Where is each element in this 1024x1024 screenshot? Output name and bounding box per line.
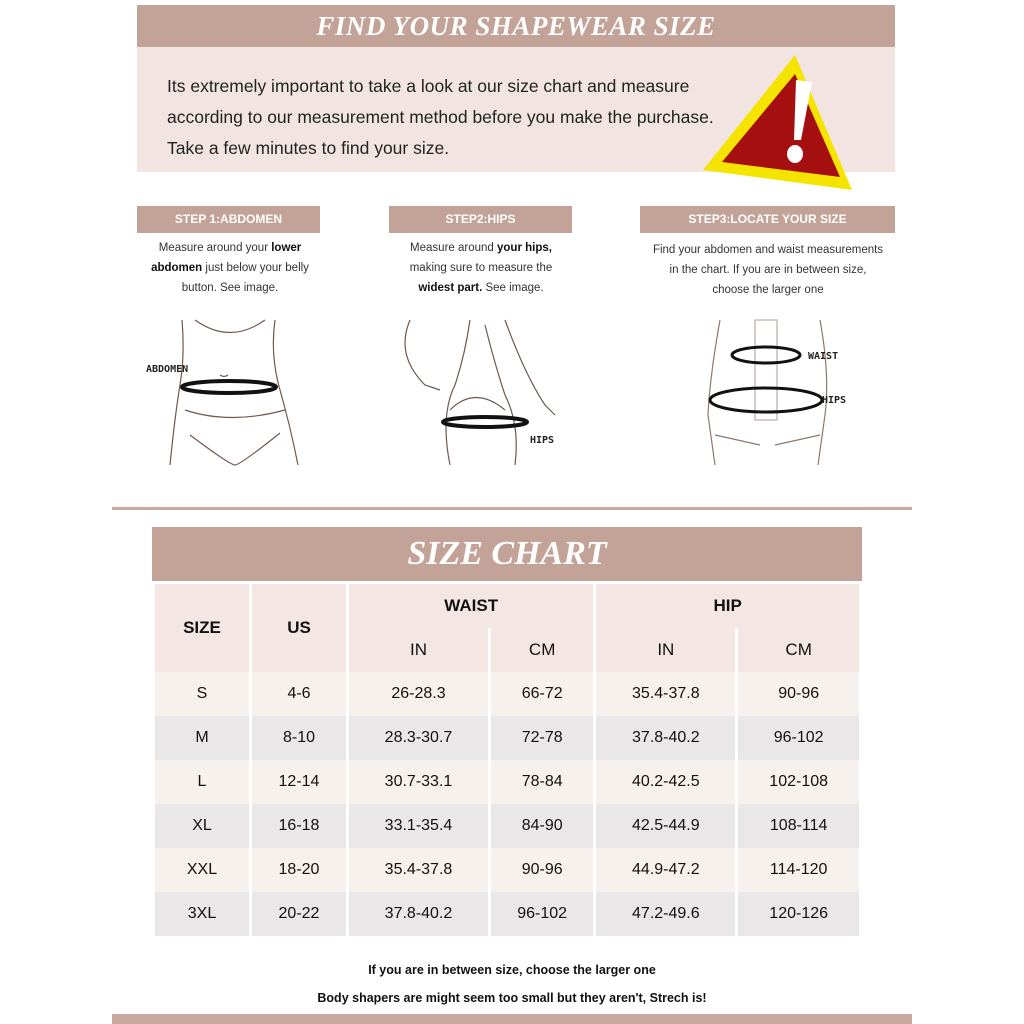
cell-us: 12-14 bbox=[252, 760, 346, 804]
cell-hip-cm: 108-114 bbox=[738, 804, 859, 848]
cell-waist-cm: 66-72 bbox=[490, 672, 594, 716]
header-hip-in: IN bbox=[596, 628, 736, 672]
header-hip: HIP bbox=[596, 584, 859, 628]
header-waist-cm: CM bbox=[490, 628, 594, 672]
section-divider bbox=[112, 507, 912, 510]
hips-label: HIPS bbox=[822, 395, 846, 406]
cell-size: L bbox=[155, 760, 249, 804]
bottom-bar bbox=[112, 1014, 912, 1024]
cell-waist-in: 37.8-40.2 bbox=[349, 892, 488, 936]
cell-waist-cm: 78-84 bbox=[490, 760, 594, 804]
cell-waist-in: 35.4-37.8 bbox=[349, 848, 488, 892]
step1-header: STEP 1:ABDOMEN bbox=[137, 206, 320, 233]
cell-hip-cm: 120-126 bbox=[738, 892, 859, 936]
header-waist-in: IN bbox=[349, 628, 488, 672]
cell-hip-cm: 90-96 bbox=[738, 672, 859, 716]
step3-text: Find your abdomen and waist measurements… bbox=[652, 244, 884, 296]
cell-size: XL bbox=[155, 804, 249, 848]
step2-text: Measure around your hips, making sure to… bbox=[409, 242, 553, 294]
cell-us: 18-20 bbox=[252, 848, 346, 892]
header-hip-cm: CM bbox=[738, 628, 859, 672]
table-row: L 12-14 30.7-33.1 78-84 40.2-42.5 102-108 bbox=[155, 760, 859, 804]
table-row: XXL 18-20 35.4-37.8 90-96 44.9-47.2 114-120 bbox=[155, 848, 859, 892]
header-us: US bbox=[252, 584, 346, 672]
cell-hip-cm: 114-120 bbox=[738, 848, 859, 892]
size-chart-title: SIZE CHART bbox=[152, 527, 862, 581]
cell-waist-cm: 96-102 bbox=[490, 892, 594, 936]
step1-text: Measure around your lower abdomen just b… bbox=[151, 242, 309, 294]
cell-waist-in: 30.7-33.1 bbox=[349, 760, 488, 804]
cell-waist-in: 28.3-30.7 bbox=[349, 716, 488, 760]
header-size: SIZE bbox=[155, 584, 249, 672]
table-row: XL 16-18 33.1-35.4 84-90 42.5-44.9 108-114 bbox=[155, 804, 859, 848]
cell-hip-in: 47.2-49.6 bbox=[596, 892, 736, 936]
locate-size-illustration: WAIST HIPS bbox=[707, 319, 846, 466]
cell-waist-cm: 84-90 bbox=[490, 804, 594, 848]
size-chart-table: SIZE US WAIST HIP IN CM IN CM S 4-6 26-28.… bbox=[152, 584, 862, 936]
table-row: M 8-10 28.3-30.7 72-78 37.8-40.2 96-102 bbox=[155, 716, 859, 760]
note-stretch: Body shapers are might seem too small bu… bbox=[317, 991, 707, 1005]
abdomen-illustration: ABDOMEN bbox=[146, 319, 299, 466]
cell-size: S bbox=[155, 672, 249, 716]
cell-hip-cm: 96-102 bbox=[738, 716, 859, 760]
cell-hip-in: 42.5-44.9 bbox=[596, 804, 736, 848]
hips-illustration: HIPS bbox=[404, 319, 556, 466]
cell-hip-in: 44.9-47.2 bbox=[596, 848, 736, 892]
cell-hip-in: 40.2-42.5 bbox=[596, 760, 736, 804]
cell-waist-cm: 72-78 bbox=[490, 716, 594, 760]
page-title: FIND YOUR SHAPEWEAR SIZE bbox=[137, 5, 895, 47]
cell-us: 20-22 bbox=[252, 892, 346, 936]
note-between-size: If you are in between size, choose the l… bbox=[368, 963, 656, 977]
cell-waist-in: 33.1-35.4 bbox=[349, 804, 488, 848]
intro-text: Its extremely important to take a look a… bbox=[167, 76, 714, 158]
step3-header: STEP3:LOCATE YOUR SIZE bbox=[640, 206, 895, 233]
cell-us: 4-6 bbox=[252, 672, 346, 716]
hips-label: HIPS bbox=[530, 435, 554, 446]
cell-size: M bbox=[155, 716, 249, 760]
cell-hip-in: 37.8-40.2 bbox=[596, 716, 736, 760]
table-row: S 4-6 26-28.3 66-72 35.4-37.8 90-96 bbox=[155, 672, 859, 716]
table-row: 3XL 20-22 37.8-40.2 96-102 47.2-49.6 120-126 bbox=[155, 892, 859, 936]
warning-icon bbox=[703, 55, 852, 190]
abdomen-label: ABDOMEN bbox=[146, 364, 188, 375]
cell-hip-cm: 102-108 bbox=[738, 760, 859, 804]
cell-us: 8-10 bbox=[252, 716, 346, 760]
waist-label: WAIST bbox=[808, 351, 838, 362]
cell-hip-in: 35.4-37.8 bbox=[596, 672, 736, 716]
cell-waist-in: 26-28.3 bbox=[349, 672, 488, 716]
header-waist: WAIST bbox=[349, 584, 594, 628]
cell-size: 3XL bbox=[155, 892, 249, 936]
cell-waist-cm: 90-96 bbox=[490, 848, 594, 892]
cell-size: XXL bbox=[155, 848, 249, 892]
step2-header: STEP2:HIPS bbox=[389, 206, 572, 233]
cell-us: 16-18 bbox=[252, 804, 346, 848]
